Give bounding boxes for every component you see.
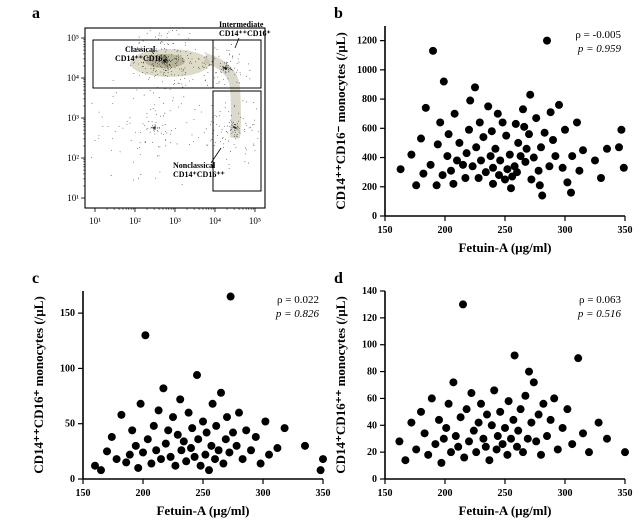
y-axis-label: CD14⁺⁺CD16⁺ monocytes (/µL) [31,296,46,474]
svg-text:10³: 10³ [169,216,181,226]
svg-text:300: 300 [558,225,573,236]
svg-text:350: 350 [618,225,633,236]
svg-text:800: 800 [362,94,377,105]
svg-text:250: 250 [498,488,513,499]
svg-text:10⁴: 10⁴ [209,216,221,226]
svg-text:600: 600 [362,123,377,134]
svg-text:300: 300 [256,488,271,499]
svg-text:1200: 1200 [357,36,377,47]
stats-rho: ρ = 0.022 [277,294,319,306]
svg-text:100: 100 [362,340,377,351]
svg-text:150: 150 [378,488,393,499]
svg-text:0: 0 [372,474,377,485]
svg-text:50: 50 [65,419,75,430]
svg-text:0: 0 [70,474,75,485]
scatter-b: 150 200 250 300 350 0 200 400 600 800 1000 1200 Fetu… [333,18,633,258]
svg-text:300: 300 [558,488,573,499]
panel-b: 150 200 250 300 350 0 200 400 600 800 1000 1200 Fetu… [333,18,633,258]
facs-yticks: 10¹ 10² 10³ 10⁴ 10⁵ [67,33,85,203]
svg-text:120: 120 [362,313,377,324]
svg-text:1000: 1000 [357,65,377,76]
svg-text:200: 200 [438,225,453,236]
svg-text:100: 100 [60,363,75,374]
x-axis-label: Fetuin-A (µg/ml) [458,503,551,518]
svg-text:150: 150 [378,225,393,236]
svg-text:10²: 10² [129,216,141,226]
y-axis-label: CD14⁺CD16⁺⁺ monocytes (/µL) [333,296,348,474]
gate-label-intermediate-1: Intermediate [219,20,264,29]
stats-rho: ρ = -0.005 [575,29,621,41]
svg-text:200: 200 [362,182,377,193]
svg-text:250: 250 [196,488,211,499]
svg-text:10⁵: 10⁵ [249,216,261,226]
svg-text:40: 40 [367,420,377,431]
svg-text:10²: 10² [67,153,79,163]
stats-rho: ρ = 0.063 [579,294,621,306]
svg-text:80: 80 [367,367,377,378]
stats-p: p = 0.959 [577,43,622,55]
x-axis-label: Fetuin-A (µg/ml) [458,240,551,255]
gate-label-nonclassical-1: Nonclassical [173,161,216,170]
svg-text:10¹: 10¹ [89,216,101,226]
panel-d: 150 200 250 300 350 0 20 40 60 80 100 120 140 Fetuin-… [333,283,633,521]
figure: a Classical CD14⁺⁺CD16⁻ Intermediate [0,0,640,523]
svg-text:200: 200 [136,488,151,499]
svg-text:400: 400 [362,153,377,164]
stats-p: p = 0.516 [577,308,622,320]
svg-text:350: 350 [316,488,331,499]
stats-p: p = 0.826 [275,308,320,320]
gate-label-nonclassical-2: CD14⁺CD16⁺⁺ [173,170,225,179]
scatter-c: 150 200 250 300 350 0 50 100 150 Fetuin-A (µg/ml)… [31,283,331,521]
panel-label-a: a [32,5,40,23]
panel-a: Classical CD14⁺⁺CD16⁻ Intermediate CD14⁺… [55,18,295,238]
svg-text:10⁵: 10⁵ [67,33,79,43]
scatter-d: 150 200 250 300 350 0 20 40 60 80 100 120 140 Fetuin-… [333,283,633,521]
svg-text:250: 250 [498,225,513,236]
gate-label-classical-1: Classical [125,45,156,54]
panel-c: 150 200 250 300 350 0 50 100 150 Fetuin-A (µg/ml)… [31,283,331,521]
svg-text:20: 20 [367,447,377,458]
gate-label-classical-2: CD14⁺⁺CD16⁻ [115,54,167,63]
gate-label-intermediate-2: CD14⁺⁺CD16⁺ [219,29,271,38]
svg-text:350: 350 [618,488,633,499]
svg-text:0: 0 [372,211,377,222]
svg-text:10¹: 10¹ [67,193,79,203]
svg-text:200: 200 [438,488,453,499]
facs-plot: Classical CD14⁺⁺CD16⁻ Intermediate CD14⁺… [55,18,295,238]
svg-text:150: 150 [76,488,91,499]
svg-text:140: 140 [362,286,377,297]
svg-text:10⁴: 10⁴ [67,73,79,83]
facs-xticks: 10¹ 10² 10³ 10⁴ 10⁵ [89,208,261,226]
y-axis-label: CD14⁺⁺CD16⁻ monocytes (/µL) [333,32,348,210]
svg-text:60: 60 [367,393,377,404]
x-axis-label: Fetuin-A (µg/ml) [156,503,249,518]
svg-text:150: 150 [60,308,75,319]
svg-text:10³: 10³ [67,113,79,123]
